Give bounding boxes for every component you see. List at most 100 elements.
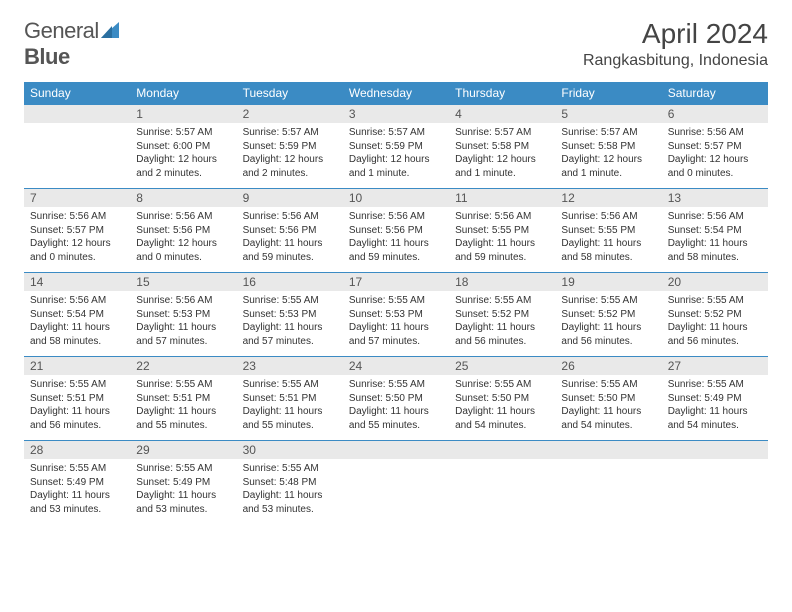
sunset-line: Sunset: 5:56 PM — [243, 224, 337, 238]
brand-sail-icon — [101, 22, 119, 38]
daylight-line-2: and 2 minutes. — [136, 167, 230, 181]
brand-logo: General Blue — [24, 18, 119, 70]
sunrise-line: Sunrise: 5:57 AM — [243, 126, 337, 140]
daylight-line-1: Daylight: 11 hours — [243, 321, 337, 335]
day-number: 1 — [130, 105, 236, 123]
day-body: Sunrise: 5:56 AMSunset: 5:56 PMDaylight:… — [343, 207, 449, 272]
daylight-line-2: and 58 minutes. — [30, 335, 124, 349]
day-number: 21 — [24, 357, 130, 375]
daylight-line-2: and 53 minutes. — [30, 503, 124, 517]
daylight-line-1: Daylight: 11 hours — [30, 405, 124, 419]
daylight-line-2: and 54 minutes. — [561, 419, 655, 433]
day-header: Thursday — [449, 82, 555, 105]
day-body: Sunrise: 5:55 AMSunset: 5:53 PMDaylight:… — [237, 291, 343, 356]
daylight-line-2: and 2 minutes. — [243, 167, 337, 181]
sunrise-line: Sunrise: 5:55 AM — [561, 294, 655, 308]
daylight-line-2: and 58 minutes. — [668, 251, 762, 265]
calendar-cell: 20Sunrise: 5:55 AMSunset: 5:52 PMDayligh… — [662, 273, 768, 357]
day-number: 6 — [662, 105, 768, 123]
day-body: Sunrise: 5:56 AMSunset: 5:54 PMDaylight:… — [24, 291, 130, 356]
day-body: Sunrise: 5:55 AMSunset: 5:50 PMDaylight:… — [449, 375, 555, 440]
month-title: April 2024 — [583, 18, 768, 50]
daylight-line-1: Daylight: 12 hours — [561, 153, 655, 167]
daylight-line-1: Daylight: 11 hours — [561, 237, 655, 251]
sunset-line: Sunset: 5:52 PM — [455, 308, 549, 322]
daylight-line-1: Daylight: 11 hours — [455, 321, 549, 335]
day-body: Sunrise: 5:56 AMSunset: 5:55 PMDaylight:… — [449, 207, 555, 272]
sunrise-line: Sunrise: 5:56 AM — [136, 210, 230, 224]
day-number: 30 — [237, 441, 343, 459]
sunset-line: Sunset: 5:57 PM — [668, 140, 762, 154]
daylight-line-2: and 54 minutes. — [668, 419, 762, 433]
calendar-cell — [662, 441, 768, 525]
daylight-line-1: Daylight: 12 hours — [455, 153, 549, 167]
sunset-line: Sunset: 5:50 PM — [455, 392, 549, 406]
day-body: Sunrise: 5:55 AMSunset: 5:49 PMDaylight:… — [662, 375, 768, 440]
day-number: 12 — [555, 189, 661, 207]
sunrise-line: Sunrise: 5:56 AM — [455, 210, 549, 224]
daylight-line-2: and 1 minute. — [455, 167, 549, 181]
sunset-line: Sunset: 5:57 PM — [30, 224, 124, 238]
daylight-line-1: Daylight: 11 hours — [30, 321, 124, 335]
sunrise-line: Sunrise: 5:55 AM — [668, 378, 762, 392]
day-header: Sunday — [24, 82, 130, 105]
daylight-line-1: Daylight: 12 hours — [668, 153, 762, 167]
daylight-line-1: Daylight: 11 hours — [561, 405, 655, 419]
day-number-empty — [662, 441, 768, 459]
day-body: Sunrise: 5:56 AMSunset: 5:53 PMDaylight:… — [130, 291, 236, 356]
sunset-line: Sunset: 5:51 PM — [30, 392, 124, 406]
daylight-line-2: and 55 minutes. — [349, 419, 443, 433]
sunset-line: Sunset: 5:58 PM — [455, 140, 549, 154]
day-body: Sunrise: 5:55 AMSunset: 5:51 PMDaylight:… — [24, 375, 130, 440]
day-number: 23 — [237, 357, 343, 375]
sunset-line: Sunset: 5:49 PM — [136, 476, 230, 490]
sunrise-line: Sunrise: 5:55 AM — [349, 378, 443, 392]
daylight-line-1: Daylight: 11 hours — [243, 489, 337, 503]
sunset-line: Sunset: 5:49 PM — [668, 392, 762, 406]
daylight-line-1: Daylight: 11 hours — [668, 237, 762, 251]
day-number: 9 — [237, 189, 343, 207]
day-number: 5 — [555, 105, 661, 123]
sunrise-line: Sunrise: 5:57 AM — [349, 126, 443, 140]
day-body: Sunrise: 5:55 AMSunset: 5:49 PMDaylight:… — [130, 459, 236, 524]
sunrise-line: Sunrise: 5:55 AM — [349, 294, 443, 308]
calendar-cell: 2Sunrise: 5:57 AMSunset: 5:59 PMDaylight… — [237, 105, 343, 189]
sunset-line: Sunset: 5:48 PM — [243, 476, 337, 490]
day-number: 27 — [662, 357, 768, 375]
calendar-cell: 8Sunrise: 5:56 AMSunset: 5:56 PMDaylight… — [130, 189, 236, 273]
day-number: 26 — [555, 357, 661, 375]
daylight-line-1: Daylight: 11 hours — [349, 405, 443, 419]
calendar-cell: 9Sunrise: 5:56 AMSunset: 5:56 PMDaylight… — [237, 189, 343, 273]
daylight-line-2: and 53 minutes. — [136, 503, 230, 517]
daylight-line-1: Daylight: 11 hours — [349, 237, 443, 251]
sunrise-line: Sunrise: 5:56 AM — [349, 210, 443, 224]
day-body: Sunrise: 5:56 AMSunset: 5:57 PMDaylight:… — [24, 207, 130, 272]
day-body-empty — [343, 459, 449, 511]
daylight-line-2: and 57 minutes. — [136, 335, 230, 349]
daylight-line-2: and 53 minutes. — [243, 503, 337, 517]
daylight-line-1: Daylight: 12 hours — [30, 237, 124, 251]
daylight-line-1: Daylight: 11 hours — [243, 405, 337, 419]
day-number-empty — [343, 441, 449, 459]
day-header: Tuesday — [237, 82, 343, 105]
sunset-line: Sunset: 5:54 PM — [668, 224, 762, 238]
daylight-line-2: and 55 minutes. — [243, 419, 337, 433]
calendar-cell: 24Sunrise: 5:55 AMSunset: 5:50 PMDayligh… — [343, 357, 449, 441]
sunset-line: Sunset: 5:50 PM — [349, 392, 443, 406]
day-body-empty — [24, 123, 130, 175]
calendar-body: 1Sunrise: 5:57 AMSunset: 6:00 PMDaylight… — [24, 105, 768, 525]
daylight-line-1: Daylight: 11 hours — [455, 405, 549, 419]
daylight-line-2: and 58 minutes. — [561, 251, 655, 265]
day-body: Sunrise: 5:57 AMSunset: 5:58 PMDaylight:… — [449, 123, 555, 188]
calendar-week-row: 14Sunrise: 5:56 AMSunset: 5:54 PMDayligh… — [24, 273, 768, 357]
day-number: 18 — [449, 273, 555, 291]
calendar-cell: 5Sunrise: 5:57 AMSunset: 5:58 PMDaylight… — [555, 105, 661, 189]
sunset-line: Sunset: 5:53 PM — [349, 308, 443, 322]
day-body-empty — [449, 459, 555, 511]
day-body: Sunrise: 5:55 AMSunset: 5:52 PMDaylight:… — [555, 291, 661, 356]
day-body: Sunrise: 5:56 AMSunset: 5:56 PMDaylight:… — [130, 207, 236, 272]
sunset-line: Sunset: 5:52 PM — [561, 308, 655, 322]
calendar-cell: 7Sunrise: 5:56 AMSunset: 5:57 PMDaylight… — [24, 189, 130, 273]
daylight-line-1: Daylight: 12 hours — [136, 237, 230, 251]
calendar-cell: 11Sunrise: 5:56 AMSunset: 5:55 PMDayligh… — [449, 189, 555, 273]
